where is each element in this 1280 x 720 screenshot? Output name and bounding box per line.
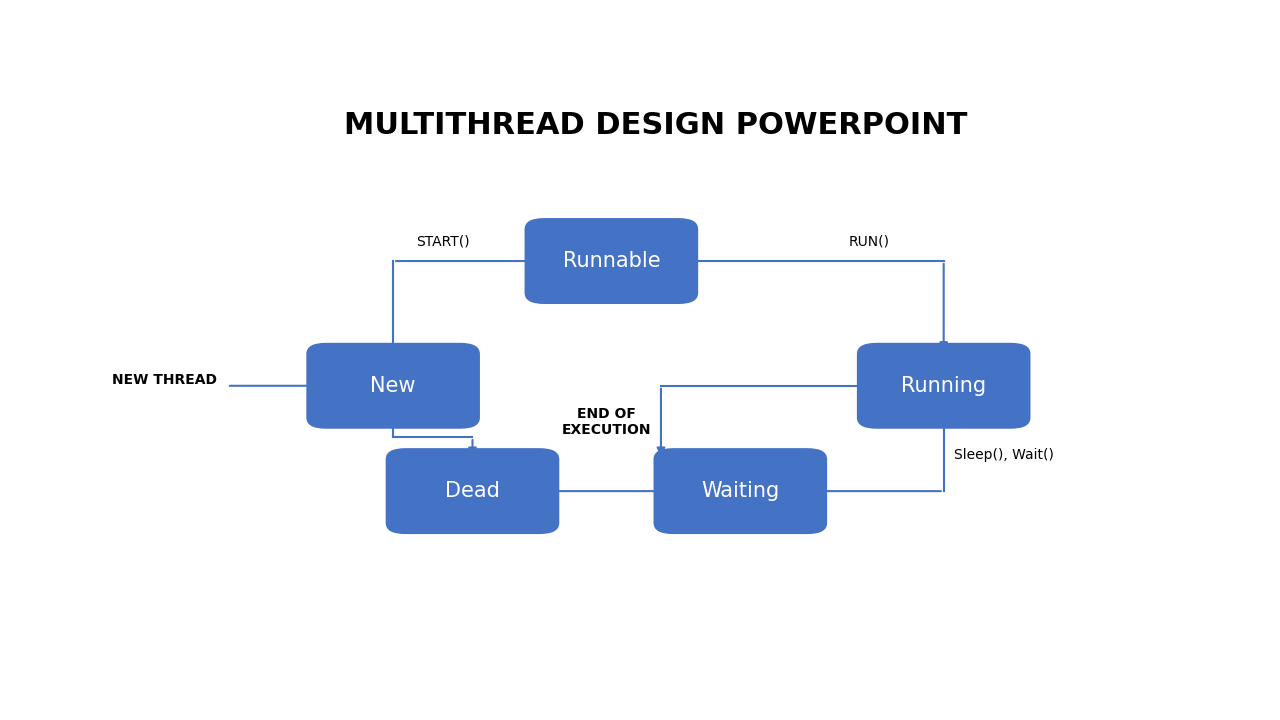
Text: Sleep(), Wait(): Sleep(), Wait() [954, 448, 1053, 462]
Text: RUN(): RUN() [849, 235, 890, 249]
Text: MULTITHREAD DESIGN POWERPOINT: MULTITHREAD DESIGN POWERPOINT [344, 111, 968, 140]
Text: Waiting: Waiting [701, 481, 780, 501]
FancyBboxPatch shape [654, 448, 827, 534]
Text: NEW THREAD: NEW THREAD [113, 373, 218, 387]
Text: Running: Running [901, 376, 987, 396]
FancyBboxPatch shape [385, 448, 559, 534]
Text: Runnable: Runnable [562, 251, 660, 271]
Text: Dead: Dead [445, 481, 500, 501]
Text: START(): START() [416, 235, 470, 249]
FancyBboxPatch shape [525, 218, 698, 304]
FancyBboxPatch shape [306, 343, 480, 428]
Text: END OF
EXECUTION: END OF EXECUTION [562, 407, 652, 437]
Text: New: New [370, 376, 416, 396]
FancyBboxPatch shape [856, 343, 1030, 428]
